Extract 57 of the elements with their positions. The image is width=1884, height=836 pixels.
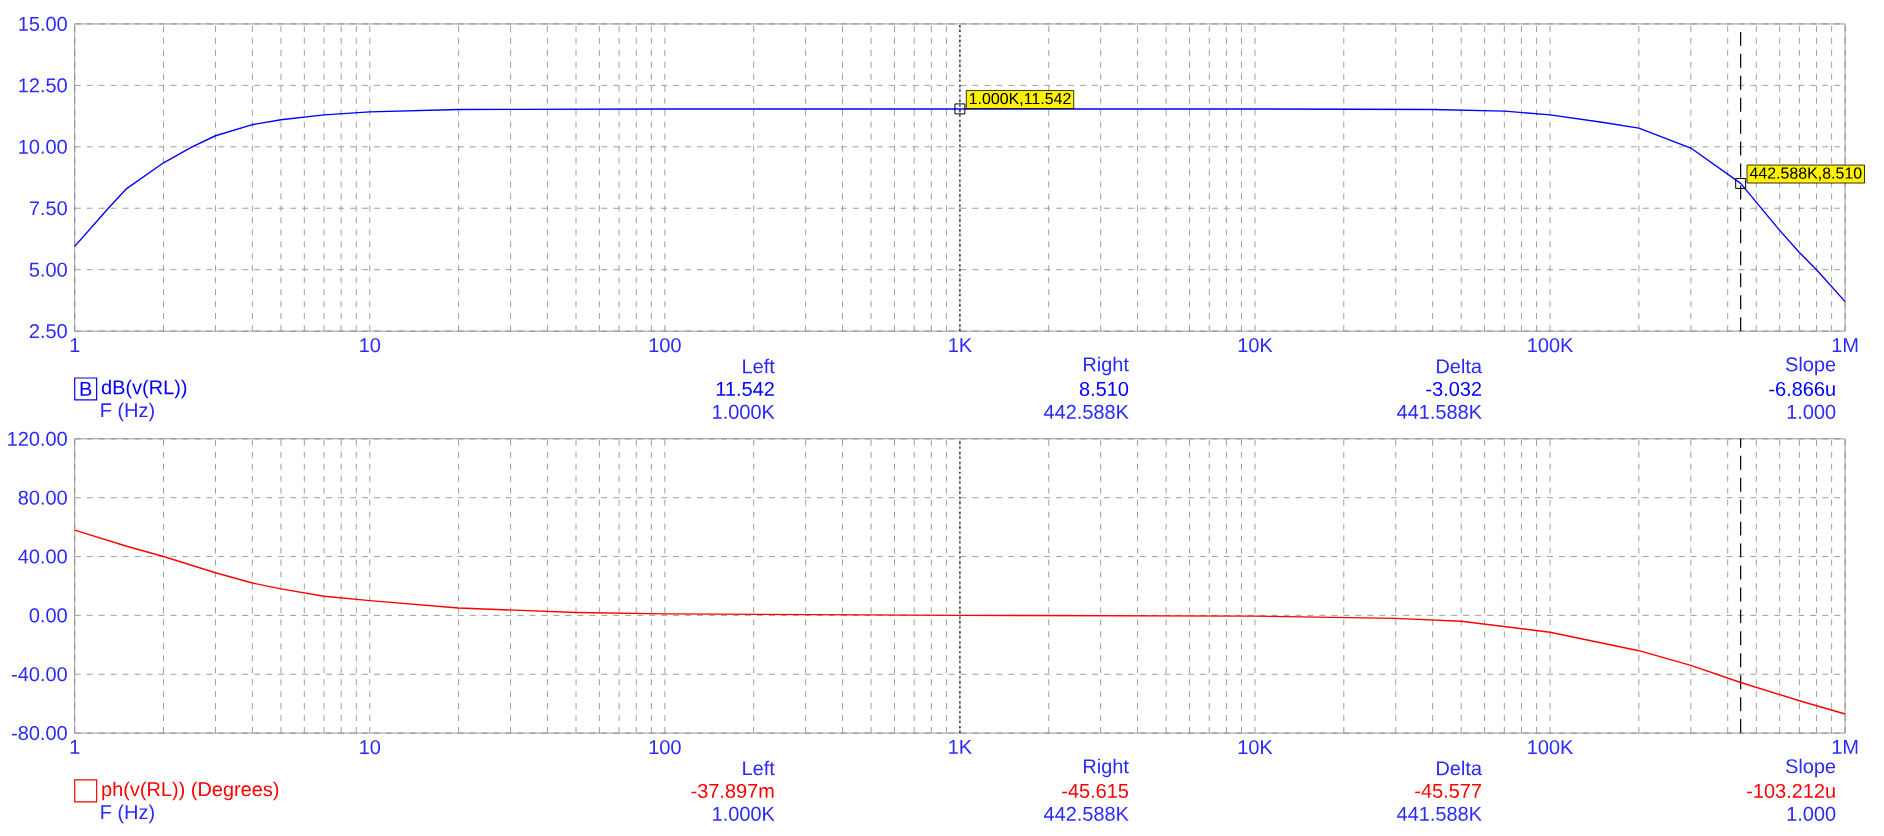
text: -3.032 xyxy=(1426,382,1482,397)
text: 442.588K xyxy=(1043,806,1129,822)
text: Slope xyxy=(1785,356,1836,376)
text: B xyxy=(80,382,92,396)
text: 1.000K xyxy=(713,806,775,822)
annotation: 442.588K,8.510 xyxy=(1749,167,1862,181)
text: 1.000K xyxy=(713,404,775,420)
y-tick-label: -80.00 xyxy=(11,726,67,741)
x-tick-label: 10 xyxy=(360,338,381,353)
y-tick-label: 0.00 xyxy=(29,608,67,623)
text: 11.542 xyxy=(716,382,774,397)
text: 1.000 xyxy=(1787,404,1836,420)
text: -45.577 xyxy=(1415,784,1481,798)
y-tick-label: 2.50 xyxy=(29,324,67,339)
x-tick-label: 1 xyxy=(70,338,80,352)
y-tick-label: 120.00 xyxy=(8,431,67,446)
y-tick-label: 80.00 xyxy=(18,490,67,505)
x-tick-label: 100K xyxy=(1528,338,1574,353)
text: F (Hz) xyxy=(101,804,154,824)
y-tick-label: -40.00 xyxy=(11,667,67,682)
text: Left xyxy=(743,358,775,374)
text: -103.212u xyxy=(1747,783,1835,799)
text: -6.866u xyxy=(1769,382,1835,397)
text: -37.897m xyxy=(691,783,774,799)
text: Right xyxy=(1083,758,1129,778)
legend-label: ph(v(RL)) (Degrees) xyxy=(102,781,279,801)
x-tick-label: 1K xyxy=(949,740,972,754)
x-tick-label: 1 xyxy=(70,740,80,754)
annotation: 1.000K,11.542 xyxy=(969,93,1071,107)
x-tick-label: 10K xyxy=(1238,338,1273,353)
x-tick-label: 10 xyxy=(360,740,381,755)
y-tick-label: 7.50 xyxy=(29,201,67,216)
y-tick-label: 10.00 xyxy=(19,139,67,154)
text: 441.588K xyxy=(1397,806,1482,822)
x-tick-label: 1K xyxy=(949,338,972,352)
x-tick-label: 100 xyxy=(649,740,681,755)
y-tick-label: 5.00 xyxy=(29,262,67,277)
x-tick-label: 10K xyxy=(1238,740,1273,755)
x-tick-label: 1M xyxy=(1832,740,1858,754)
text: -45.615 xyxy=(1062,783,1129,799)
text: F (Hz) xyxy=(101,402,154,422)
text: 1.000 xyxy=(1787,806,1836,822)
legend-label: dB(v(RL)) xyxy=(101,379,187,399)
y-tick-label: 12.50 xyxy=(19,78,67,93)
text: Delta xyxy=(1437,358,1483,374)
x-tick-label: 100 xyxy=(649,338,681,353)
x-tick-label: 1M xyxy=(1832,338,1858,352)
text: Right xyxy=(1083,356,1129,376)
x-tick-label: 100K xyxy=(1528,740,1574,755)
text: Slope xyxy=(1785,758,1836,778)
text: 441.588K xyxy=(1397,404,1482,420)
text: 442.588K xyxy=(1043,404,1129,420)
text: 8.510 xyxy=(1079,382,1129,397)
text: Delta xyxy=(1437,760,1483,776)
y-tick-label: 40.00 xyxy=(18,549,67,564)
y-tick-label: 15.00 xyxy=(19,16,67,32)
text: Left xyxy=(743,760,775,776)
